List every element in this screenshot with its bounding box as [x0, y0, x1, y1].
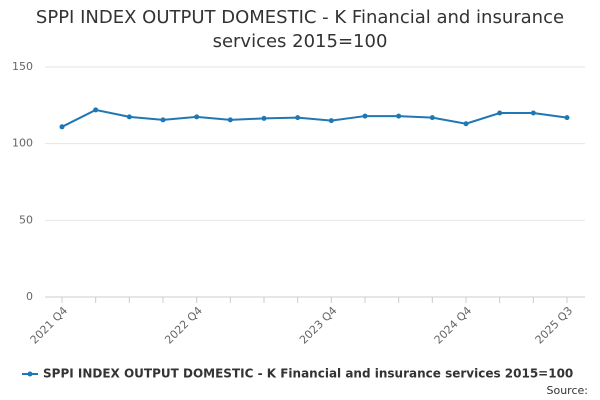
point: [194, 114, 200, 120]
y-tick-label: 50: [19, 213, 33, 226]
y-tick-label: 0: [26, 290, 33, 303]
x-tick-label: 2022 Q4: [162, 304, 205, 347]
point: [564, 115, 570, 121]
point: [396, 113, 402, 119]
point: [93, 107, 99, 113]
series-line: [61, 108, 568, 128]
point: [463, 121, 469, 127]
x-tick-label: 2025 Q3: [533, 304, 576, 347]
point: [59, 124, 65, 130]
point: [362, 113, 368, 119]
chart-title: SPPI INDEX OUTPUT DOMESTIC - K Financial…: [35, 7, 565, 52]
x-tick-label: 2023 Q4: [297, 304, 340, 347]
point: [497, 110, 503, 116]
legend-label: SPPI INDEX OUTPUT DOMESTIC - K Financial…: [43, 367, 573, 381]
point: [261, 115, 267, 121]
point: [295, 115, 301, 121]
source: Source:: [547, 384, 589, 397]
y-tick-label: 150: [12, 60, 33, 73]
y-tick-label: 100: [12, 137, 33, 150]
x-tick-label: 2024 Q4: [432, 304, 475, 347]
point: [429, 115, 435, 121]
point: [328, 118, 334, 124]
point: [126, 114, 132, 120]
legend-marker: [27, 371, 33, 377]
point: [530, 110, 536, 116]
point: [227, 117, 233, 123]
x-tick-label: 2021 Q4: [28, 304, 71, 347]
point: [160, 117, 166, 123]
